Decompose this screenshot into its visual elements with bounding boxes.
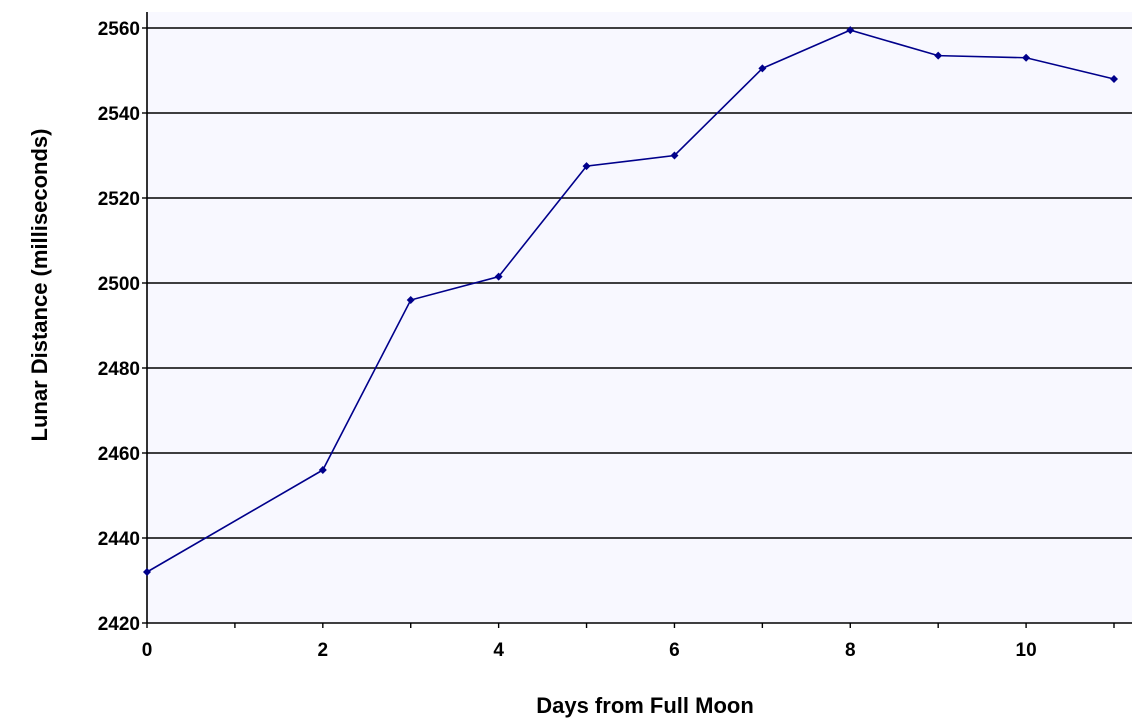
data-point: [1022, 53, 1031, 62]
data-point: [494, 272, 503, 281]
x-tick-label: 2: [318, 640, 329, 661]
data-point: [934, 51, 943, 60]
data-point: [406, 296, 415, 304]
y-tick-labels: 2420 2440 2460 2480 2500 2520 2540 2560: [98, 19, 140, 635]
data-point: [143, 568, 151, 576]
y-axis-title: Lunar Distance (milliseconds): [27, 129, 52, 442]
data-point: [670, 151, 679, 160]
y-tick-label: 2460: [98, 444, 140, 465]
gridlines: [147, 27, 1132, 539]
x-tick-label: 6: [669, 640, 680, 661]
x-tick-label: 0: [142, 640, 153, 661]
plot-area: [147, 12, 1132, 623]
y-tick-label: 2440: [98, 529, 140, 550]
y-tick-label: 2520: [98, 189, 140, 210]
data-point: [758, 64, 767, 73]
x-tick-label: 8: [845, 640, 856, 661]
data-point: [846, 26, 855, 35]
x-tick-label: 10: [1016, 640, 1037, 661]
data-point: [582, 162, 591, 171]
y-tick-label: 2480: [98, 359, 140, 380]
y-tick-label: 2500: [98, 274, 140, 295]
data-point: [1110, 75, 1118, 83]
y-tick-label: 2420: [98, 614, 140, 635]
y-tick-label: 2540: [98, 104, 140, 125]
y-tick-label: 2560: [98, 19, 140, 40]
data-point: [318, 466, 327, 474]
x-tick-labels: 0 2 4 6 8 10: [142, 640, 1037, 661]
data-points: [143, 26, 1118, 576]
axes: [142, 12, 1132, 628]
x-axis-title: Days from Full Moon: [536, 693, 754, 718]
x-tick-label: 4: [493, 640, 504, 661]
